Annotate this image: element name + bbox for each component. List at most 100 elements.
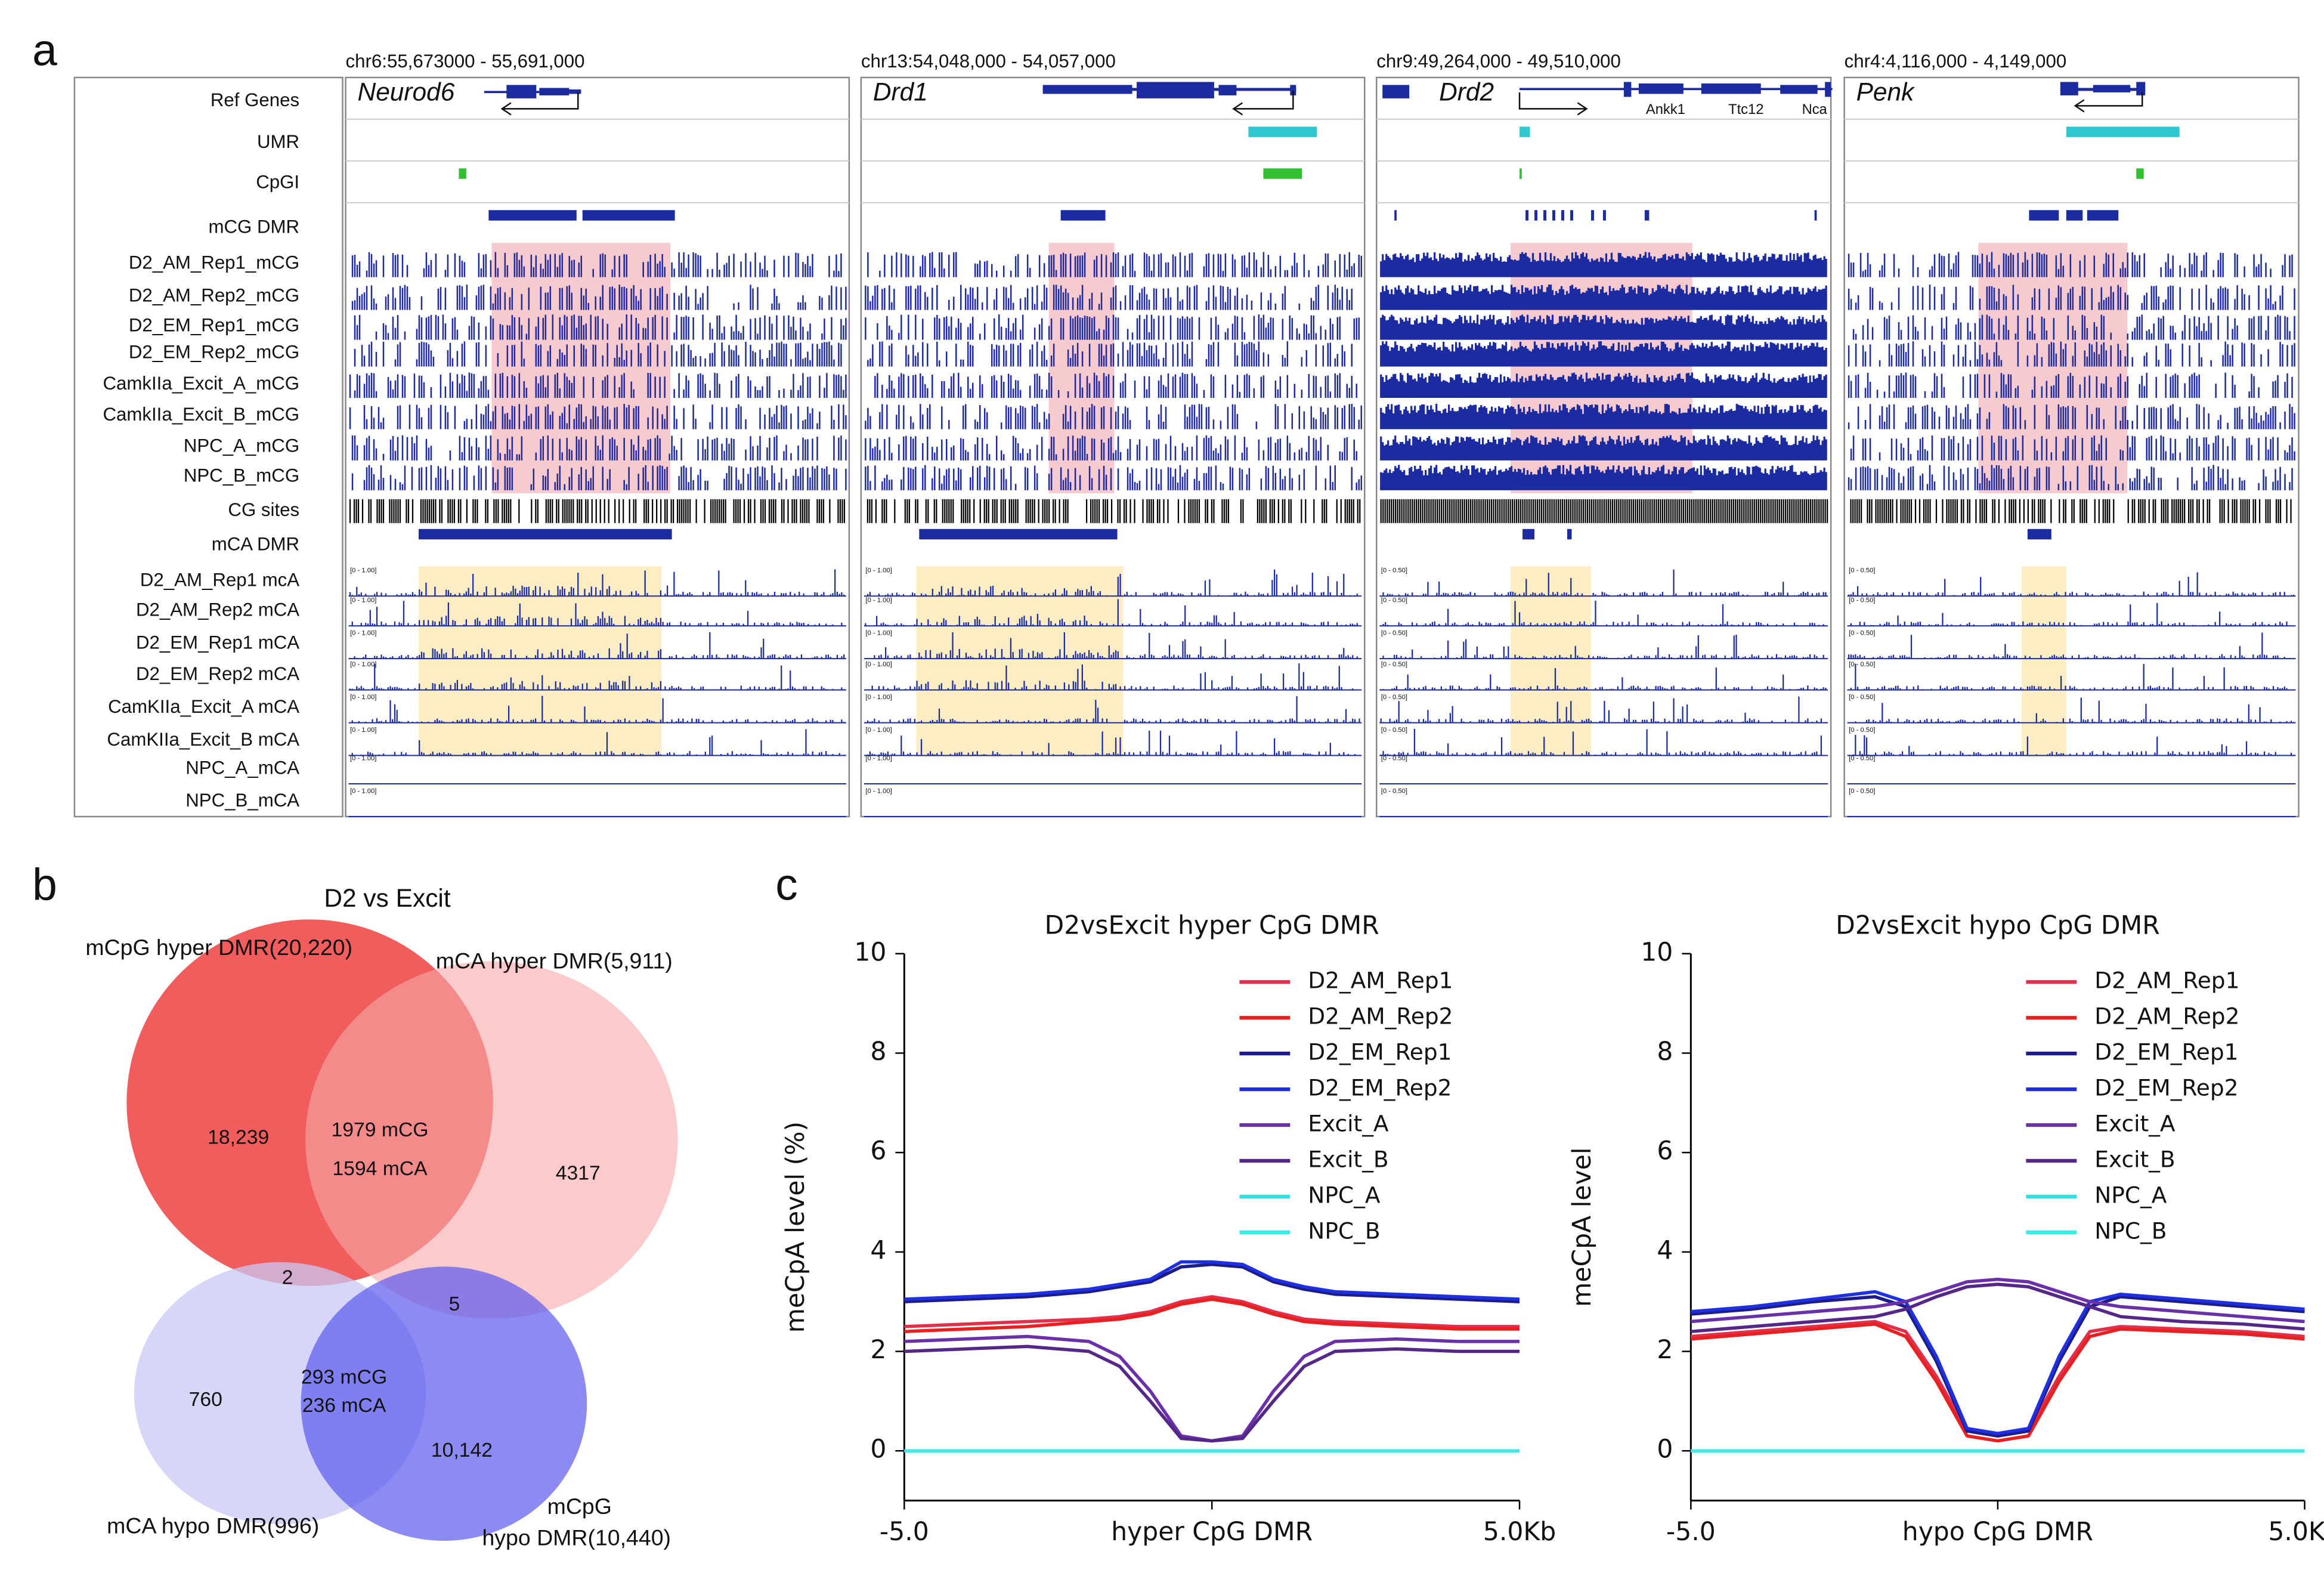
track-label: NPC_A_mCA — [185, 757, 299, 778]
track-scale: [0 - 1.00] — [350, 694, 376, 701]
legend-label: D2_AM_Rep1 — [2094, 968, 2239, 994]
mca-track — [867, 696, 1360, 723]
venn-count: 10,142 — [431, 1439, 493, 1461]
track-scale: [0 - 0.50] — [1381, 597, 1407, 604]
legend-label: D2_EM_Rep2 — [2094, 1075, 2238, 1101]
track-label: mCG DMR — [209, 216, 300, 237]
y-tick-label: 4 — [1657, 1236, 1673, 1265]
track-scale: [0 - 0.50] — [1849, 630, 1875, 637]
mcg-track — [354, 314, 847, 340]
mcg-track — [865, 285, 1353, 310]
mca-highlight — [2021, 566, 2066, 758]
y-tick-label: 10 — [1641, 938, 1673, 967]
venn-set-label: mCpG hyper DMR(20,220) — [85, 935, 352, 960]
y-tick-label: 0 — [870, 1435, 886, 1464]
venn-count: 18,239 — [208, 1126, 269, 1148]
mcg-dmr-feature — [1525, 210, 1529, 221]
legend-label: Excit_A — [1308, 1111, 1389, 1137]
legend-label: NPC_A — [1308, 1182, 1381, 1208]
mca-track — [351, 729, 845, 756]
mcg-track — [1380, 285, 1827, 310]
mcg-track — [865, 403, 1362, 429]
track-scale: [0 - 0.50] — [1849, 787, 1875, 795]
label-box — [73, 76, 344, 818]
mca-dmr-feature — [1522, 529, 1535, 540]
cg-sites-track — [349, 499, 846, 523]
mca-track — [351, 696, 845, 723]
venn-count: 5 — [449, 1293, 460, 1315]
legend-label: Excit_B — [1308, 1146, 1388, 1173]
gene-structure — [1382, 85, 1410, 98]
track-scale: [0 - 0.50] — [1849, 661, 1875, 668]
track-label: UMR — [257, 131, 299, 152]
track-scale: [0 - 0.50] — [1381, 630, 1407, 637]
mca-track — [1850, 663, 2294, 690]
track-label: CpGI — [256, 172, 299, 193]
tss-arrow — [1232, 91, 1294, 116]
gene-structure — [2136, 82, 2146, 95]
mcg-track — [354, 341, 842, 367]
chart-title: D2vsExcit hyper CpG DMR — [1045, 911, 1379, 940]
cpgi-feature — [2136, 168, 2144, 179]
track-label: D2_AM_Rep2 mCA — [136, 599, 299, 620]
tss-arrow — [1518, 92, 1588, 116]
gene-structure — [1780, 85, 1818, 94]
mcg-track — [867, 341, 1353, 367]
mca-track — [349, 632, 845, 659]
series-line — [904, 1334, 1520, 1443]
track-label: D2_EM_Rep2 mCA — [136, 663, 299, 684]
gene-structure — [1638, 83, 1684, 94]
mcg-track — [1380, 252, 1827, 277]
mcg-dmr-feature — [1060, 210, 1106, 221]
track-scale: [0 - 1.00] — [865, 694, 892, 701]
mcg-track — [1852, 314, 2295, 340]
panel-label: c — [775, 860, 797, 910]
track-label: CamKIIa_Excit_B mCA — [107, 729, 299, 750]
gene-name: Neurod6 — [358, 78, 455, 106]
track-label: mCA DMR — [212, 534, 299, 555]
legend-label: NPC_B — [1308, 1217, 1380, 1244]
track-scale: [0 - 1.00] — [865, 787, 892, 795]
mcg-track — [351, 435, 847, 461]
mca-dmr-feature — [418, 529, 672, 540]
track-scale: [0 - 1.00] — [350, 630, 376, 637]
gene-name: Penk — [1856, 78, 1916, 106]
venn-set-label: mCpG — [547, 1494, 612, 1519]
x-tick-label: -5.0 — [880, 1518, 929, 1547]
mcg-dmr-feature — [1570, 210, 1573, 221]
umr-feature — [2066, 126, 2180, 137]
track-scale: [0 - 1.00] — [350, 787, 376, 795]
venn-count: 2 — [282, 1266, 293, 1288]
series-line — [904, 1262, 1520, 1303]
legend-label: D2_AM_Rep1 — [1308, 968, 1453, 994]
mca-track — [1380, 728, 1822, 756]
y-tick-label: 0 — [1657, 1435, 1673, 1464]
track-scale: [0 - 0.50] — [1849, 567, 1875, 574]
mca-track — [867, 730, 1356, 756]
venn-set-label: hypo DMR(10,440) — [482, 1525, 671, 1550]
track-scale: [0 - 0.50] — [1849, 694, 1875, 701]
track-label: NPC_B_mCA — [185, 790, 299, 811]
gene-structure — [506, 85, 537, 98]
cpgi-feature — [1520, 168, 1522, 179]
venn-set-label: mCA hyper DMR(5,911) — [436, 948, 673, 973]
gene-name: Drd1 — [873, 78, 928, 106]
track-label: D2_EM_Rep1_mCG — [129, 314, 299, 335]
y-axis-label: meCpA level — [1568, 1147, 1597, 1307]
mca-track — [865, 599, 1358, 626]
track-scale: [0 - 1.00] — [350, 597, 376, 604]
gene-structure — [1701, 83, 1761, 94]
track-scale: [0 - 0.50] — [1849, 727, 1875, 734]
track-label: NPC_A_mCG — [184, 435, 299, 456]
gene-name: Ankk1 — [1646, 102, 1685, 118]
track-label: CamkIIa_Excit_B_mCG — [103, 404, 299, 425]
mcg-track — [351, 285, 847, 310]
mcg-track — [351, 465, 847, 490]
track-scale: [0 - 1.00] — [865, 727, 892, 734]
track-label: NPC_B_mCG — [184, 465, 299, 486]
mcg-dmr-feature — [2087, 210, 2119, 221]
series-line — [1691, 1295, 2305, 1438]
track-scale: [0 - 1.00] — [865, 630, 892, 637]
mca-track — [1850, 697, 2294, 723]
y-tick-label: 8 — [1657, 1037, 1673, 1067]
